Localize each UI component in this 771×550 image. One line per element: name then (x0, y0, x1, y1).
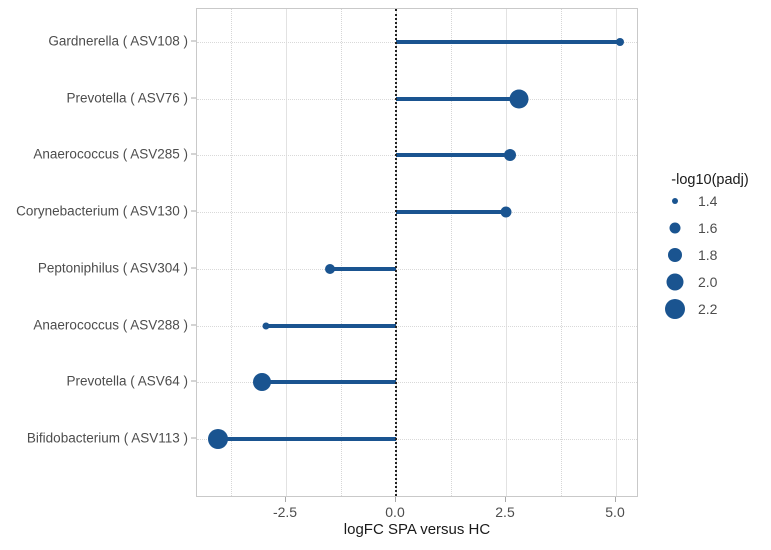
y-axis-tick-label: Corynebacterium ( ASV130 ) (16, 203, 188, 219)
x-axis-tick-label: 5.0 (605, 504, 625, 520)
lollipop-point[interactable] (262, 322, 270, 329)
x-gridline-minor (341, 9, 342, 496)
y-axis-tick-label: Prevotella ( ASV76 ) (66, 90, 188, 106)
y-axis-tick-label: Prevotella ( ASV64 ) (66, 373, 188, 389)
lollipop-stem (396, 210, 506, 215)
y-axis-tick (191, 380, 196, 382)
y-axis-tick (191, 210, 196, 212)
y-axis-tick-label: Bifidobacterium ( ASV113 ) (26, 430, 188, 446)
x-axis-tick (615, 497, 616, 502)
lollipop-point[interactable] (252, 373, 271, 392)
legend-key-dot (666, 273, 684, 291)
y-axis-tick-label: Gardnerella ( ASV108 ) (48, 33, 188, 49)
legend-key-dot (669, 222, 681, 234)
y-axis-tick-label: Anaerococcus ( ASV285 ) (33, 146, 188, 162)
lollipop-point[interactable] (504, 149, 517, 162)
lollipop-point[interactable] (500, 206, 512, 218)
y-axis-tick (191, 324, 196, 325)
legend-key-dot (668, 248, 682, 262)
y-axis-tick (191, 97, 196, 99)
x-axis-tick (285, 497, 286, 502)
lollipop-point[interactable] (207, 428, 228, 449)
y-axis-tick (191, 267, 196, 269)
x-axis-tick (505, 497, 506, 502)
legend-item: 2.2 (650, 296, 770, 323)
legend-key-dot (665, 299, 685, 319)
lollipop-stem (217, 436, 396, 441)
legend-items: 1.4 1.6 1.8 2.0 2.2 (650, 188, 770, 323)
legend-key-dot (672, 198, 678, 204)
x-axis-tick (395, 497, 396, 502)
x-gridline-minor (231, 9, 232, 496)
legend-item-label: 1.4 (698, 193, 718, 209)
x-axis-tick-label: -2.5 (272, 504, 298, 520)
legend-item-label: 2.2 (698, 301, 718, 317)
y-gridline (197, 382, 637, 384)
lollipop-stem (396, 153, 511, 158)
legend-item-label: 2.0 (698, 274, 718, 290)
legend-item: 1.6 (650, 215, 770, 242)
legend-item-label: 1.8 (698, 247, 718, 263)
y-axis-tick (191, 437, 196, 439)
x-axis-tick-label: 0.0 (385, 504, 405, 520)
lollipop-point[interactable] (509, 89, 529, 109)
y-axis-tick (191, 153, 196, 155)
legend-item-label: 1.6 (698, 220, 718, 236)
x-gridline-minor (561, 9, 562, 496)
lollipop-stem (266, 323, 396, 328)
x-gridline-minor (451, 9, 452, 496)
y-gridline (197, 325, 637, 327)
plot-panel (196, 8, 638, 497)
y-axis-tick (191, 40, 196, 42)
legend-title: -log10(padj) (671, 172, 749, 188)
legend-item: 1.4 (650, 188, 770, 215)
y-gridline (197, 268, 637, 270)
y-axis-tick-label: Peptoniphilus ( ASV304 ) (37, 260, 188, 276)
x-axis-title: logFC SPA versus HC (343, 521, 491, 538)
lollipop-stem (396, 96, 520, 101)
lollipop-stem (330, 266, 396, 271)
x-gridline-major (506, 9, 507, 496)
lollipop-point[interactable] (325, 263, 335, 274)
lollipop-stem (261, 380, 396, 385)
legend-item: 1.8 (650, 242, 770, 269)
lollipop-point[interactable] (616, 38, 625, 46)
x-gridline-major (616, 9, 617, 496)
lollipop-stem (396, 40, 621, 44)
size-legend: -log10(padj) 1.4 1.6 1.8 2.0 2.2 (650, 172, 770, 323)
y-axis-tick-label: Anaerococcus ( ASV288 ) (33, 317, 188, 332)
y-gridline (197, 438, 637, 440)
zero-reference-line (395, 9, 397, 496)
x-gridline-major (286, 9, 287, 496)
legend-item: 2.0 (650, 269, 770, 296)
x-axis-tick-label: 2.5 (495, 504, 515, 520)
